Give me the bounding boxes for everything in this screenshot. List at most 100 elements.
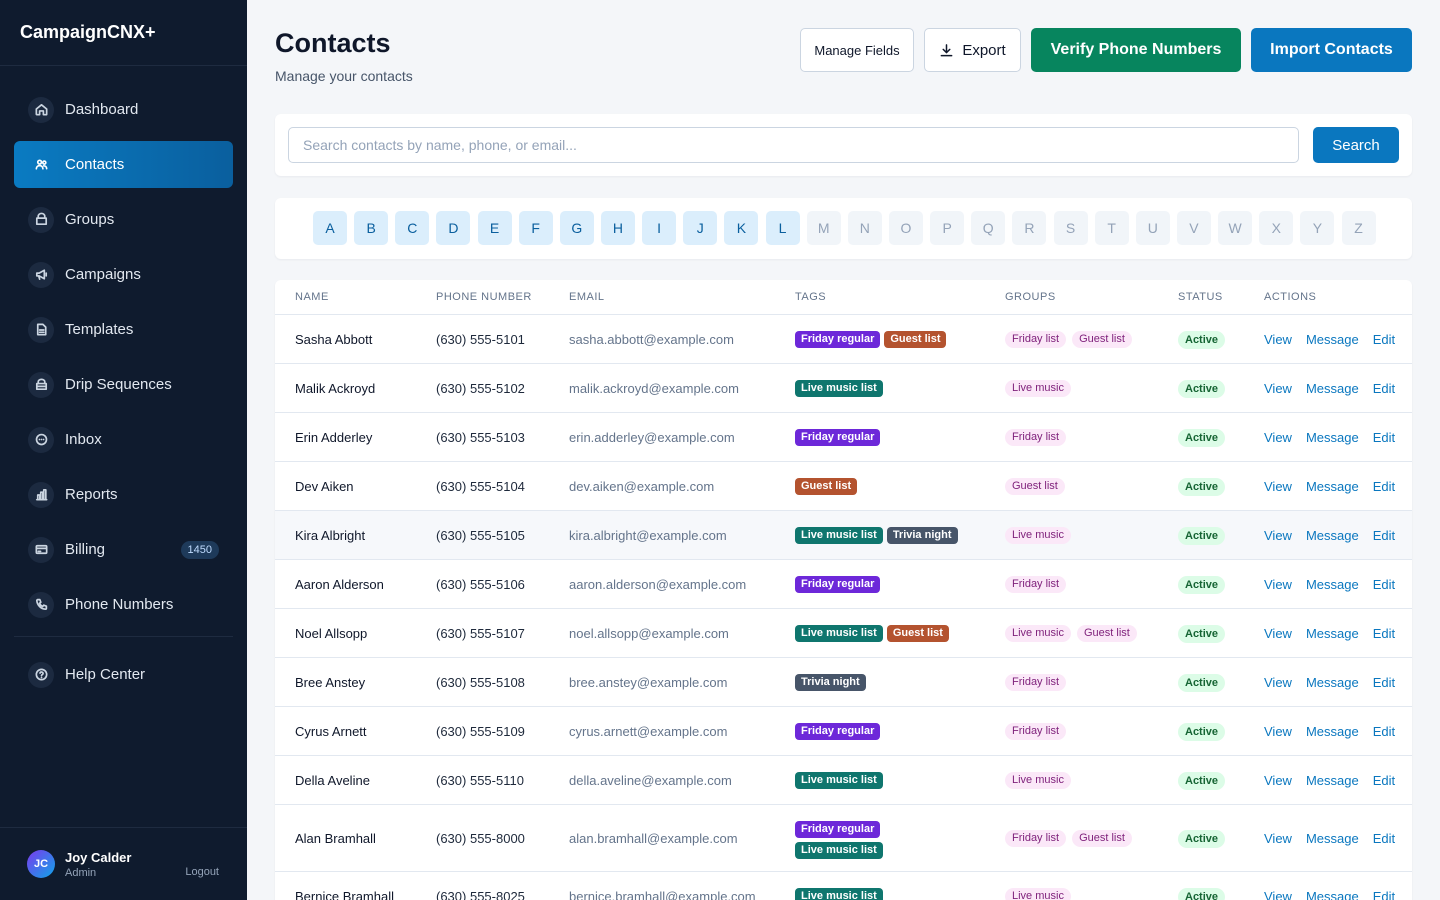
edit-link[interactable]: Edit [1372,478,1396,494]
table-row[interactable]: Noel Allsopp (630) 555-5107 noel.allsopp@e… [275,609,1412,658]
sidebar-item-groups[interactable]: Groups [14,196,233,243]
message-link[interactable]: Message [1305,830,1359,846]
letter-filter-c[interactable]: C [395,211,430,245]
letter-filter-d[interactable]: D [436,211,471,245]
letter-filter-b[interactable]: B [354,211,389,245]
table-row[interactable]: Cyrus Arnett (630) 555-5109 cyrus.arnett@e… [275,707,1412,756]
message-link[interactable]: Message [1305,478,1359,494]
view-link[interactable]: View [1264,576,1292,592]
phone-icon [28,591,54,618]
message-link[interactable]: Message [1305,723,1359,739]
row-actions: View Message Edit [1264,773,1395,788]
message-link[interactable]: Message [1305,625,1359,641]
view-link[interactable]: View [1264,527,1292,543]
letter-filter-f[interactable]: F [518,211,553,245]
letter-filter-e[interactable]: E [477,211,512,245]
tag-badge: Live music list [795,624,883,642]
sidebar-item-label: Groups [65,211,115,228]
table-row[interactable]: Malik Ackroyd (630) 555-5102 malik.ackroyd… [275,364,1412,413]
sidebar-item-reports[interactable]: Reports [14,471,233,518]
table-row[interactable]: Erin Adderley (630) 555-5103 erin.adderley… [275,413,1412,462]
edit-link[interactable]: Edit [1372,674,1396,690]
export-button[interactable]: Export [924,28,1021,72]
message-link[interactable]: Message [1305,380,1359,396]
sidebar-item-dashboard[interactable]: Dashboard [14,86,233,133]
sidebar-item-campaigns[interactable]: Campaigns [14,251,233,298]
import-contacts-button[interactable]: Import Contacts [1251,28,1412,72]
sidebar-item-label: Dashboard [65,101,139,118]
message-link[interactable]: Message [1305,772,1359,788]
message-link[interactable]: Message [1305,888,1359,900]
tag-badge: Friday regular [795,575,881,593]
edit-link[interactable]: Edit [1372,625,1396,641]
search-button[interactable]: Search [1313,127,1399,163]
letter-filter-h[interactable]: H [600,211,635,245]
user-name: Joy Calder [65,849,132,865]
letter-filter-i[interactable]: I [642,211,677,245]
contact-email: malik.ackroyd@example.com [569,380,739,396]
edit-link[interactable]: Edit [1372,888,1396,900]
status-cell: Active [1178,722,1226,741]
sidebar-item-label: Phone Numbers [65,596,174,613]
sidebar-item-inbox[interactable]: Inbox [14,416,233,463]
message-link[interactable]: Message [1305,527,1359,543]
edit-link[interactable]: Edit [1372,527,1396,543]
edit-link[interactable]: Edit [1372,429,1396,445]
verify-phone-numbers-button[interactable]: Verify Phone Numbers [1031,28,1241,72]
edit-link[interactable]: Edit [1372,830,1396,846]
letter-filter-o: O [888,211,923,245]
sidebar-item-contacts[interactable]: Contacts [14,141,233,188]
view-link[interactable]: View [1264,674,1292,690]
view-link[interactable]: View [1264,625,1292,641]
view-link[interactable]: View [1264,429,1292,445]
status-badge: Active [1178,673,1226,692]
view-link[interactable]: View [1264,772,1292,788]
manage-fields-button[interactable]: Manage Fields [800,28,914,72]
message-link[interactable]: Message [1305,331,1359,347]
edit-link[interactable]: Edit [1372,772,1396,788]
table-row[interactable]: Kira Albright (630) 555-5105 kira.albright… [275,511,1412,560]
edit-link[interactable]: Edit [1372,380,1396,396]
table-row[interactable]: Bernice Bramhall (630) 555-8025 bernice.br… [275,872,1412,900]
table-row[interactable]: Alan Bramhall (630) 555-8000 alan.bramhall… [275,805,1412,872]
message-link[interactable]: Message [1305,576,1359,592]
view-link[interactable]: View [1264,830,1292,846]
sidebar-item-drip-sequences[interactable]: Drip Sequences [14,361,233,408]
sidebar-item-templates[interactable]: Templates [14,306,233,353]
view-link[interactable]: View [1264,331,1292,347]
avatar[interactable]: JC [27,850,55,878]
letter-filter-k[interactable]: K [724,211,759,245]
message-link[interactable]: Message [1305,674,1359,690]
view-link[interactable]: View [1264,888,1292,900]
group-pill: Guest list [1072,829,1132,847]
sidebar-item-help-center[interactable]: Help Center [14,651,233,698]
edit-link[interactable]: Edit [1372,576,1396,592]
view-link[interactable]: View [1264,380,1292,396]
letter-filter-l[interactable]: L [765,211,800,245]
letter-filter-a[interactable]: A [313,211,347,245]
letter-filter-j[interactable]: J [683,211,718,245]
table-row[interactable]: Della Aveline (630) 555-5110 della.aveline… [275,756,1412,805]
tag-badge: Guest list [795,477,858,495]
table-row[interactable]: Sasha Abbott (630) 555-5101 sasha.abbott@e… [275,315,1412,364]
group-pill: Guest list [1005,477,1065,495]
letter-filter-n: N [847,211,882,245]
contact-groups: Friday list Guest list [1005,330,1132,348]
view-link[interactable]: View [1264,478,1292,494]
view-link[interactable]: View [1264,723,1292,739]
edit-link[interactable]: Edit [1372,331,1396,347]
tag-badge: Live music list [795,887,883,900]
sidebar-item-billing[interactable]: Billing 1450 [14,526,233,573]
tag-badge: Live music list [795,841,883,859]
letter-filter-g[interactable]: G [559,211,594,245]
table-row[interactable]: Dev Aiken (630) 555-5104 dev.aiken@example… [275,462,1412,511]
sidebar-item-phone-numbers[interactable]: Phone Numbers [14,581,233,628]
message-link[interactable]: Message [1305,429,1359,445]
contact-tags: Friday regular Guest list [795,330,947,348]
edit-link[interactable]: Edit [1372,723,1396,739]
table-row[interactable]: Aaron Alderson (630) 555-5106 aaron.alders… [275,560,1412,609]
table-row[interactable]: Bree Anstey (630) 555-5108 bree.anstey@exa… [275,658,1412,707]
row-actions: View Message Edit [1264,724,1395,739]
logout-link[interactable]: Logout [185,866,219,878]
search-input[interactable] [288,127,1299,163]
